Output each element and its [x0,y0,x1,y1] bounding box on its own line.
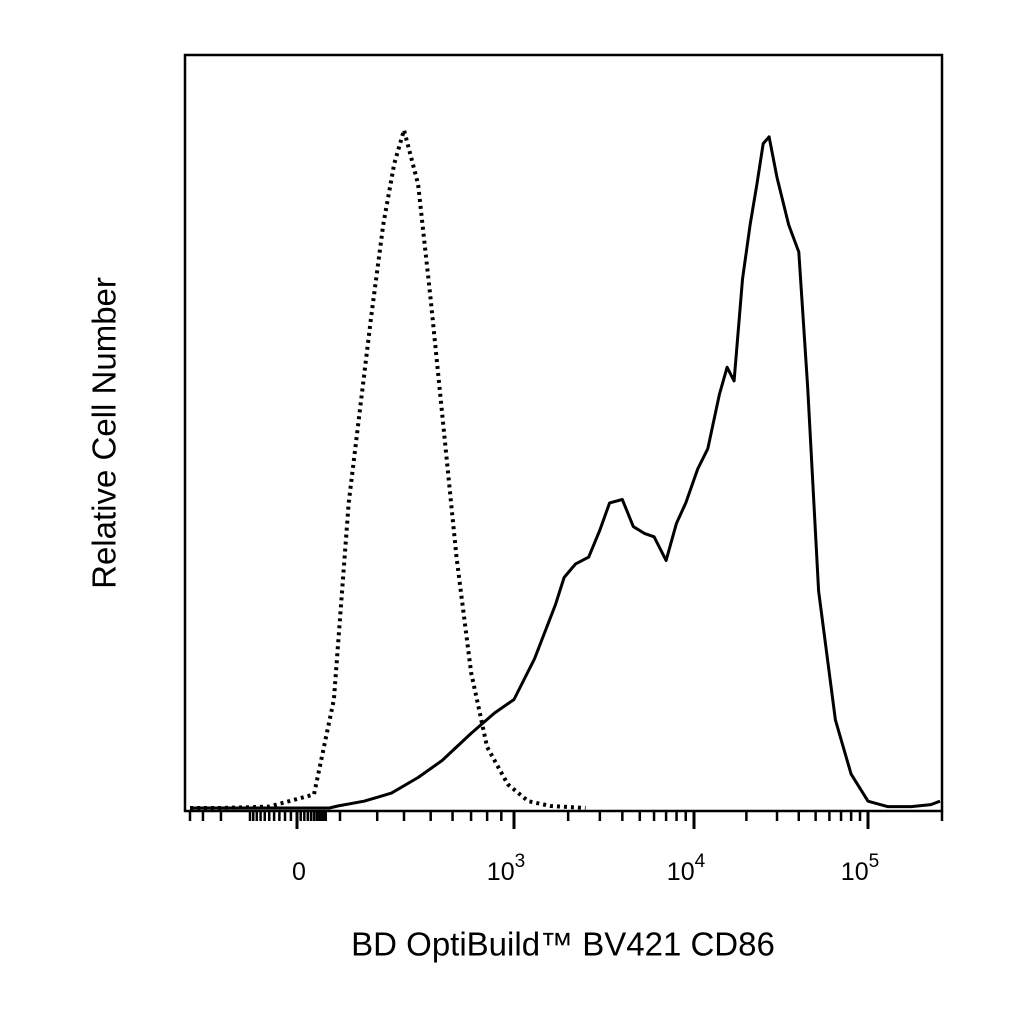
plot-frame [183,53,944,813]
y-axis-label: Relative Cell Number [86,277,123,589]
x-tick-label: 105 [841,851,879,886]
x-tick-label: 104 [667,851,706,886]
x-tick-label: 103 [487,851,525,886]
series-layer [190,128,941,810]
x-tick-label: 0 [292,858,306,886]
x-axis-major-ticks [295,811,870,829]
isotype-control-curve [190,128,586,810]
x-axis-label: BD OptiBuild™ BV421 CD86 [351,926,775,963]
x-axis-minor-ticks [188,811,944,821]
x-axis-tick-labels: 0 103 104 105 [292,851,879,886]
stained-sample-curve [190,135,941,810]
